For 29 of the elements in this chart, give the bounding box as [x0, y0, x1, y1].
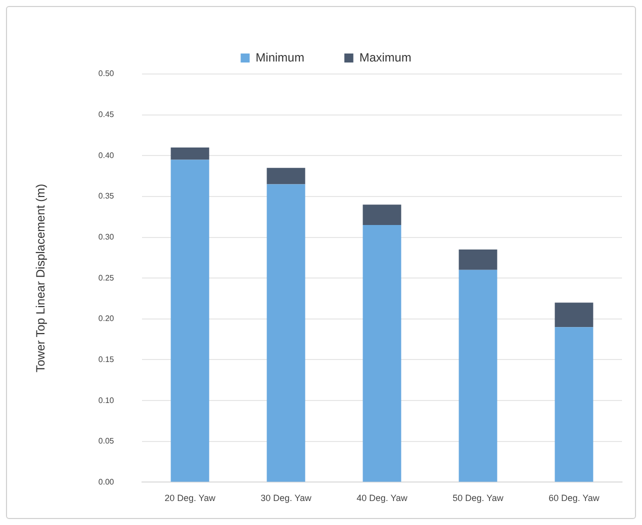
- y-tick-label: 0.10: [98, 396, 115, 405]
- bar: [362, 225, 402, 482]
- y-tick-label: 0.25: [98, 273, 115, 282]
- bar: [554, 327, 594, 482]
- bar: [266, 184, 306, 482]
- y-tick-label: 0.15: [98, 354, 115, 364]
- legend-label: Minimum: [256, 50, 304, 64]
- y-tick-label: 0.20: [98, 314, 115, 324]
- y-tick-label: 0.40: [98, 150, 115, 160]
- y-tick-label: 0.45: [98, 110, 115, 120]
- y-tick-label: 0.35: [98, 192, 115, 201]
- bar: [170, 147, 210, 160]
- bar: [458, 270, 498, 482]
- y-tick-label: 0.05: [98, 436, 115, 446]
- x-tick-label: 50 Deg. Yaw: [452, 493, 504, 504]
- x-tick-label: 60 Deg. Yaw: [548, 493, 600, 504]
- x-tick-label: 20 Deg. Yaw: [164, 493, 216, 504]
- bar: [266, 168, 306, 184]
- x-tick-label: 40 Deg. Yaw: [356, 493, 408, 504]
- bar: [170, 160, 210, 482]
- bar: [554, 302, 594, 328]
- legend-label: Maximum: [359, 50, 412, 64]
- y-tick-label: 0.00: [98, 477, 115, 486]
- x-tick-label: 30 Deg. Yaw: [260, 493, 312, 504]
- y-axis-title: Tower Top Linear Displacement (m): [34, 184, 48, 372]
- y-tick-label: 0.50: [98, 69, 115, 78]
- bar: [362, 204, 402, 226]
- bar: [458, 250, 498, 270]
- y-tick-label: 0.30: [98, 232, 115, 242]
